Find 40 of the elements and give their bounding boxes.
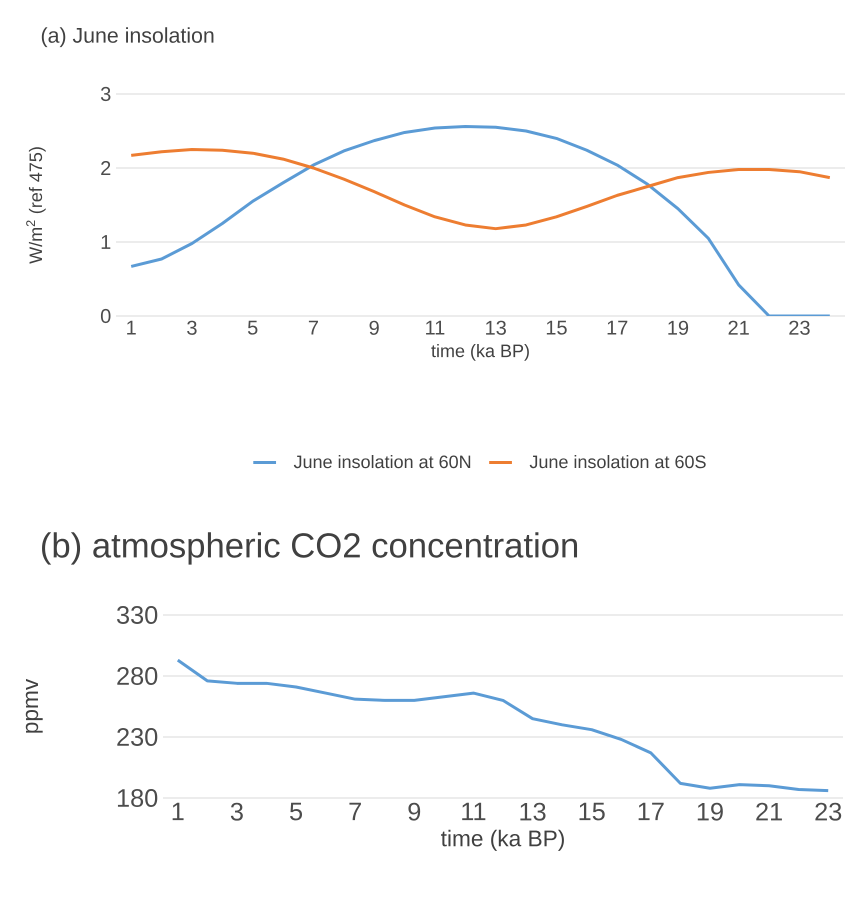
- y-tick-label: 3: [100, 86, 110, 102]
- x-tick-label: 5: [290, 802, 302, 820]
- x-tick-label: 19: [668, 320, 688, 335]
- x-tick-label: 13: [520, 802, 546, 821]
- x-tick-label: 19: [698, 802, 723, 821]
- y-axis-title: W/m$^{2}$ (ref 475): [26, 147, 46, 264]
- x-tick-label: 7: [308, 320, 318, 334]
- x-tick-label: 11: [426, 320, 444, 334]
- x-tick-label: 23: [789, 320, 810, 335]
- x-tick-label: 15: [546, 320, 567, 335]
- y-tick-label: 230: [117, 728, 158, 746]
- x-tick-label: 5: [248, 320, 258, 335]
- x-tick-label: 23: [815, 802, 842, 821]
- x-tick-label: 21: [756, 802, 782, 820]
- x-axis-title: time (ka BP): [440, 830, 564, 851]
- y-tick-label: 2: [101, 161, 110, 175]
- y-tick-label: 180: [118, 789, 158, 807]
- x-tick-label: 9: [370, 320, 379, 335]
- x-tick-label: 13: [486, 320, 506, 335]
- chart-title: (a) June insolation: [42, 27, 214, 48]
- chart-title: (b) atmospheric CO2 concentration: [42, 532, 578, 565]
- y-tick-label: 1: [102, 235, 110, 249]
- x-tick-label: 1: [172, 802, 184, 820]
- x-tick-label: 9: [408, 802, 420, 821]
- x-tick-label: 17: [638, 802, 664, 820]
- x-tick-label: 3: [230, 802, 243, 821]
- line-series: [130, 148, 832, 230]
- y-tick-label: 0: [100, 308, 110, 324]
- legend-label: June insolation at 60N: [294, 454, 470, 468]
- x-tick-label: 3: [187, 320, 197, 335]
- y-axis-title: ppmv: [26, 678, 43, 733]
- legend-label: June insolation at 60S: [530, 454, 706, 468]
- x-tick-label: 21: [728, 320, 749, 335]
- x-axis-title: time (ka BP): [431, 344, 529, 361]
- y-tick-label: 280: [117, 667, 158, 685]
- x-tick-label: 17: [608, 320, 628, 334]
- x-tick-label: 7: [349, 802, 361, 820]
- x-tick-label: 11: [462, 802, 486, 820]
- y-tick-label: 330: [116, 606, 158, 624]
- x-tick-label: 15: [580, 802, 605, 820]
